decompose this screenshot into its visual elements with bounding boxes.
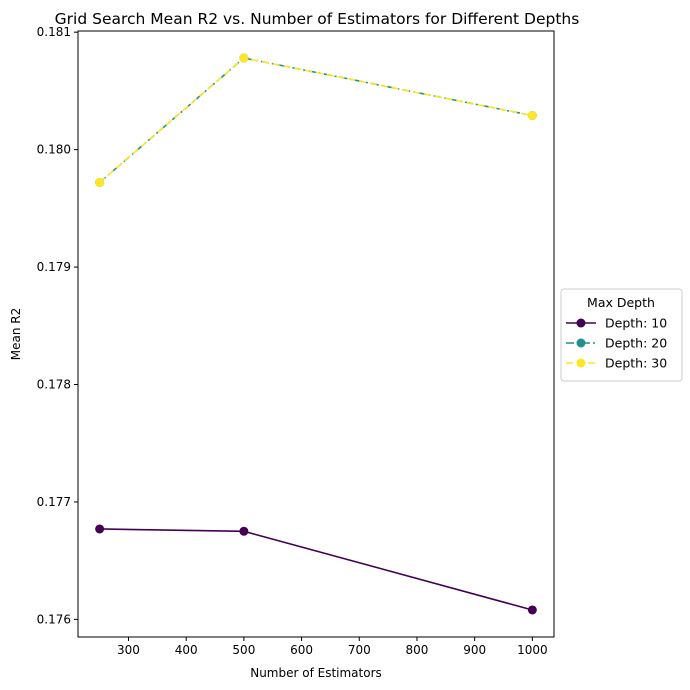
x-tick-label: 900 (463, 643, 486, 657)
legend-label-3: Depth: 30 (605, 356, 667, 371)
y-tick-label: 0.177 (37, 495, 71, 509)
y-tick-label: 0.176 (37, 612, 71, 626)
x-tick-label: 1000 (517, 643, 548, 657)
y-tick-label: 0.180 (37, 143, 71, 157)
x-tick-label: 400 (175, 643, 198, 657)
legend-box (560, 288, 683, 382)
y-tick-label: 0.181 (37, 25, 71, 39)
legend-marker-2 (576, 338, 586, 348)
series-3-point (239, 53, 249, 63)
x-tick-label: 300 (117, 643, 140, 657)
series-1-point (239, 526, 249, 536)
legend-label-2: Depth: 20 (605, 336, 667, 351)
x-tick-label: 700 (348, 643, 371, 657)
x-tick-label: 500 (232, 643, 255, 657)
legend: Max Depth Depth: 10 Depth: 20 Depth: 30 (560, 288, 683, 382)
series-3-point (527, 111, 537, 121)
y-tick-label: 0.178 (37, 378, 71, 392)
legend-marker-3 (576, 358, 586, 368)
x-axis-ticks: 300 400 500 600 700 800 900 1000 (117, 637, 548, 657)
series-markers (95, 53, 537, 615)
chart-title: Grid Search Mean R2 vs. Number of Estima… (55, 10, 580, 28)
series-1-point (95, 524, 105, 534)
series-3-point (95, 178, 105, 187)
legend-marker-1 (576, 318, 586, 328)
x-axis-label: Number of Estimators (250, 666, 382, 680)
x-tick-label: 800 (406, 643, 429, 657)
x-tick-label: 600 (290, 643, 313, 657)
y-tick-label: 0.179 (37, 260, 71, 274)
legend-entries: Depth: 10 Depth: 20 Depth: 30 (566, 316, 667, 371)
legend-label-1: Depth: 10 (605, 316, 667, 331)
y-axis-label: Mean R2 (9, 308, 23, 360)
plot-area-frame (77, 30, 555, 638)
series-1-point (527, 605, 537, 615)
y-axis-ticks: 0.176 0.177 0.178 0.179 0.180 0.181 (37, 25, 78, 626)
legend-title: Max Depth (587, 295, 655, 310)
